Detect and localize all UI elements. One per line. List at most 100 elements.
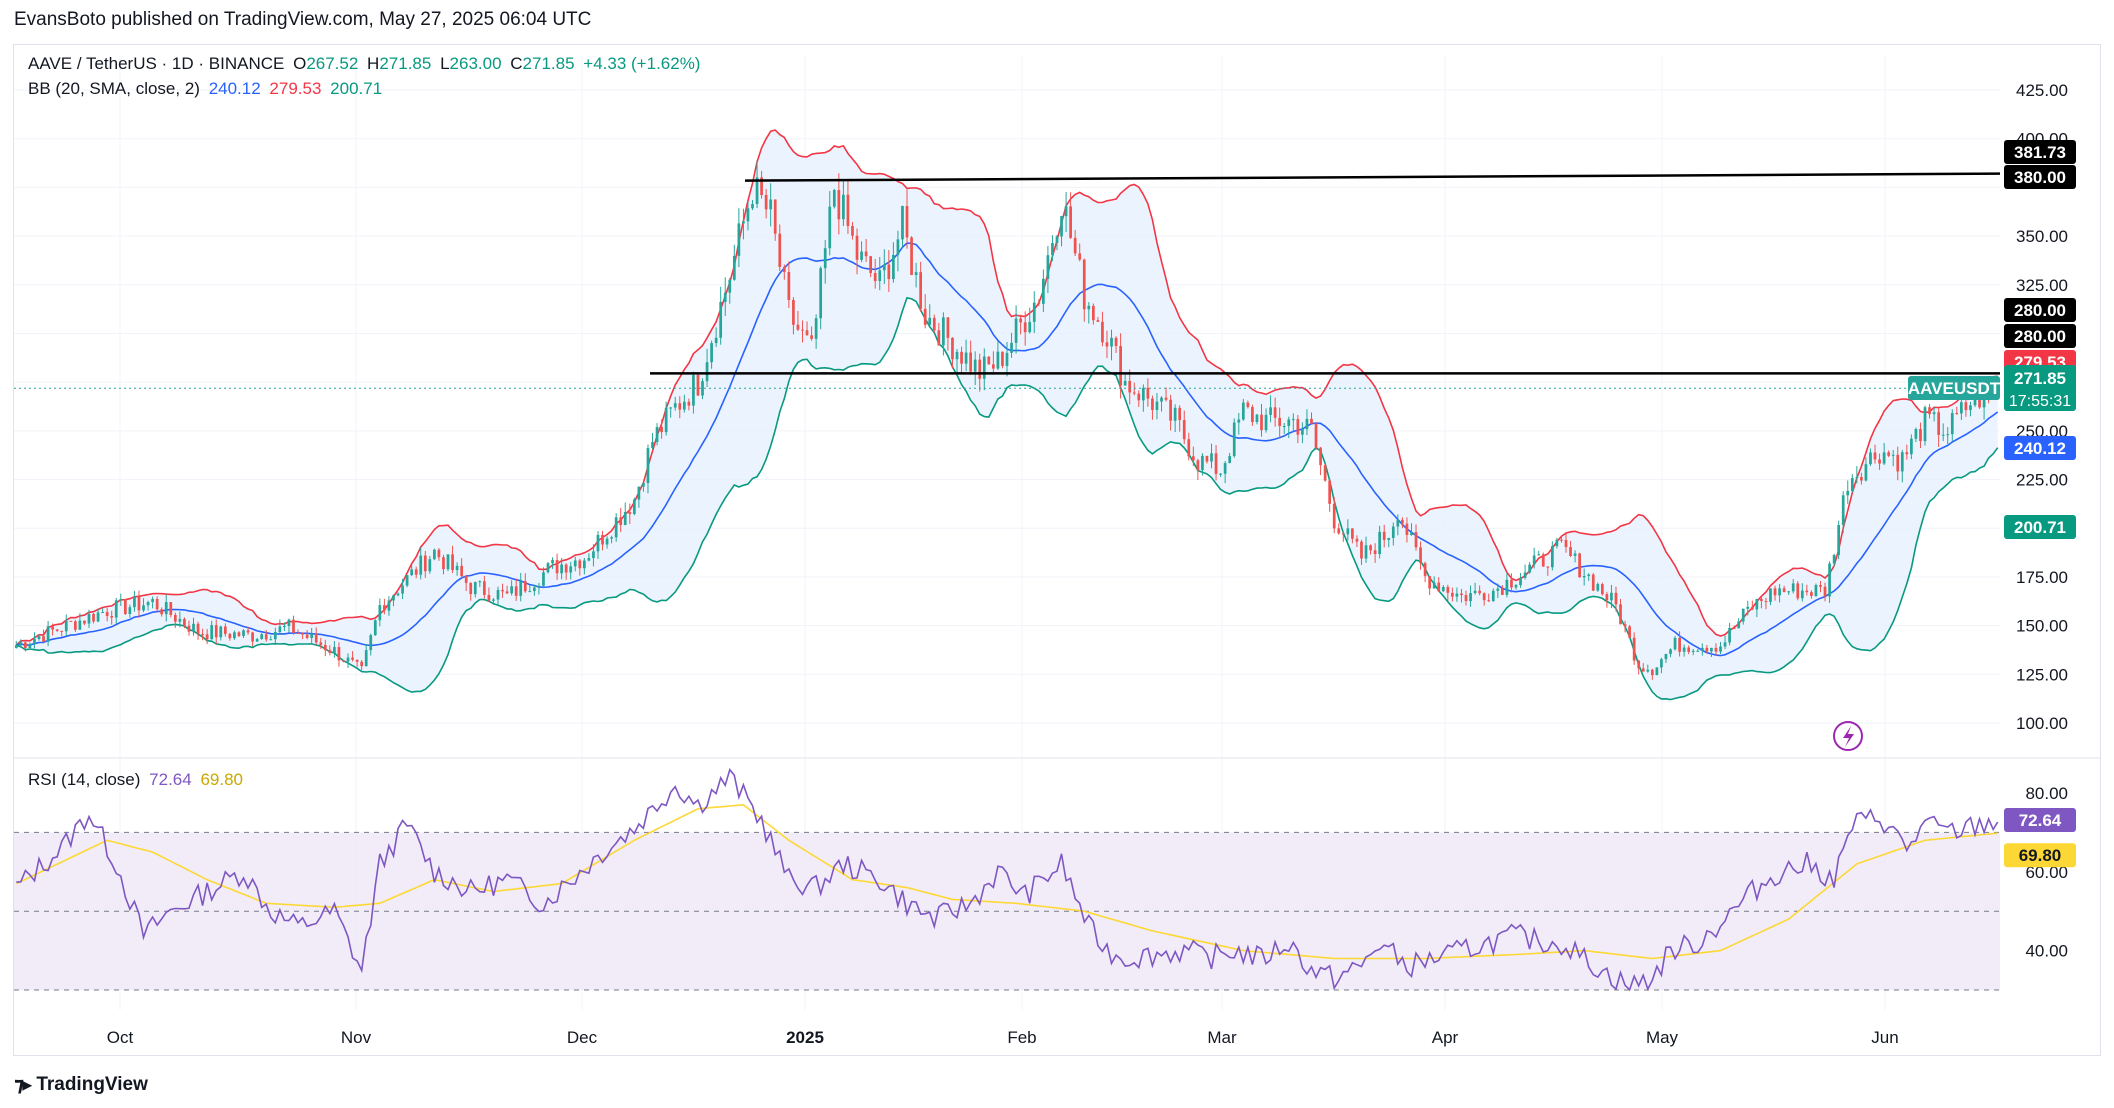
rsi-tick-label: 40.00 bbox=[2025, 942, 2068, 961]
candle bbox=[973, 351, 977, 386]
candle bbox=[319, 637, 323, 649]
candle-body bbox=[1546, 566, 1550, 568]
candle-body bbox=[383, 605, 386, 611]
candle bbox=[1364, 536, 1368, 563]
rsi-ma-value: 69.80 bbox=[200, 770, 243, 789]
candle-body bbox=[905, 205, 909, 238]
candle-body bbox=[28, 644, 32, 648]
candle bbox=[128, 604, 132, 618]
bb-upper-line bbox=[15, 129, 1998, 646]
lightning-icon-ring bbox=[1833, 721, 1863, 751]
candle bbox=[942, 312, 945, 356]
candle bbox=[1055, 235, 1059, 251]
candle bbox=[782, 264, 786, 280]
price-badge bbox=[2004, 140, 2076, 164]
candle bbox=[1373, 543, 1377, 563]
candle bbox=[1051, 235, 1054, 262]
candle bbox=[51, 623, 54, 636]
candle-body bbox=[142, 605, 145, 611]
candle bbox=[1182, 410, 1186, 445]
candle bbox=[1201, 453, 1204, 476]
candle bbox=[1741, 608, 1745, 625]
candle bbox=[505, 585, 509, 595]
candle-body bbox=[701, 381, 704, 396]
rsi-ma-line bbox=[15, 803, 1998, 960]
candle bbox=[437, 548, 441, 561]
candle bbox=[969, 340, 973, 376]
candle bbox=[1896, 446, 1900, 481]
candle-body bbox=[1810, 592, 1813, 596]
legend-symbol[interactable]: AAVE / TetherUS · 1D · BINANCE bbox=[28, 54, 285, 73]
candle bbox=[283, 622, 286, 631]
candle bbox=[628, 503, 632, 524]
candle bbox=[110, 610, 114, 625]
lightning-icon[interactable] bbox=[1833, 721, 1863, 751]
candle-body bbox=[992, 364, 995, 369]
candle bbox=[1091, 303, 1095, 325]
candle-body bbox=[323, 644, 327, 651]
price-badge bbox=[2004, 365, 2076, 411]
legend-close-value: 271.85 bbox=[522, 54, 575, 73]
candle-body bbox=[1337, 528, 1341, 534]
rsi-label[interactable]: RSI (14, close) bbox=[28, 770, 141, 789]
price-badge bbox=[2004, 298, 2076, 322]
candle bbox=[1128, 369, 1132, 405]
bb-label[interactable]: BB (20, SMA, close, 2) bbox=[28, 79, 200, 98]
candle bbox=[1532, 547, 1536, 569]
candle bbox=[1360, 539, 1363, 565]
candle-body bbox=[1360, 541, 1363, 559]
candle-body bbox=[1741, 608, 1745, 622]
candle bbox=[651, 432, 654, 450]
candle bbox=[823, 239, 827, 284]
candle bbox=[1419, 541, 1422, 570]
candle-body bbox=[1310, 418, 1313, 424]
candle-body bbox=[819, 268, 823, 319]
candle-body bbox=[1160, 397, 1163, 402]
candle bbox=[473, 581, 477, 598]
candle-body bbox=[614, 517, 618, 538]
candle-body bbox=[1510, 579, 1513, 588]
candle bbox=[114, 597, 118, 625]
candle-body bbox=[1737, 621, 1741, 629]
candle bbox=[1296, 414, 1300, 444]
time-tick-label: Dec bbox=[567, 1028, 598, 1047]
candle bbox=[1241, 398, 1245, 421]
candle bbox=[1964, 397, 1968, 417]
candle bbox=[960, 346, 963, 374]
candle bbox=[1437, 577, 1441, 593]
candle bbox=[669, 406, 673, 418]
candle bbox=[346, 653, 350, 668]
tradingview-logo[interactable]: ⁊▸ TradingView bbox=[14, 1072, 148, 1097]
candle bbox=[710, 340, 713, 369]
candle bbox=[46, 621, 50, 647]
candle bbox=[487, 587, 491, 603]
candle bbox=[469, 582, 473, 601]
candle bbox=[1914, 427, 1918, 443]
candle-body bbox=[137, 596, 141, 611]
candle-body bbox=[1682, 647, 1686, 652]
candle bbox=[1110, 329, 1113, 361]
candle-body bbox=[773, 199, 777, 234]
candle bbox=[755, 161, 759, 209]
candle-body bbox=[1432, 582, 1436, 589]
candle-body bbox=[214, 625, 218, 638]
candle bbox=[796, 310, 800, 331]
candle bbox=[551, 557, 554, 569]
candle-body bbox=[1719, 646, 1722, 652]
candle-body bbox=[1069, 206, 1072, 238]
candle bbox=[155, 596, 159, 613]
candle-body bbox=[896, 239, 900, 255]
candle-body bbox=[619, 517, 623, 525]
candle bbox=[532, 584, 536, 596]
candle-body bbox=[1519, 577, 1522, 586]
candle bbox=[1800, 583, 1804, 602]
candle bbox=[1223, 461, 1227, 484]
candle bbox=[1019, 314, 1022, 335]
candle-body bbox=[1696, 650, 1700, 652]
candle-body bbox=[87, 613, 91, 624]
candle bbox=[1414, 524, 1418, 551]
candle-body bbox=[51, 626, 54, 630]
candle-body bbox=[355, 659, 359, 662]
candle bbox=[614, 513, 618, 542]
